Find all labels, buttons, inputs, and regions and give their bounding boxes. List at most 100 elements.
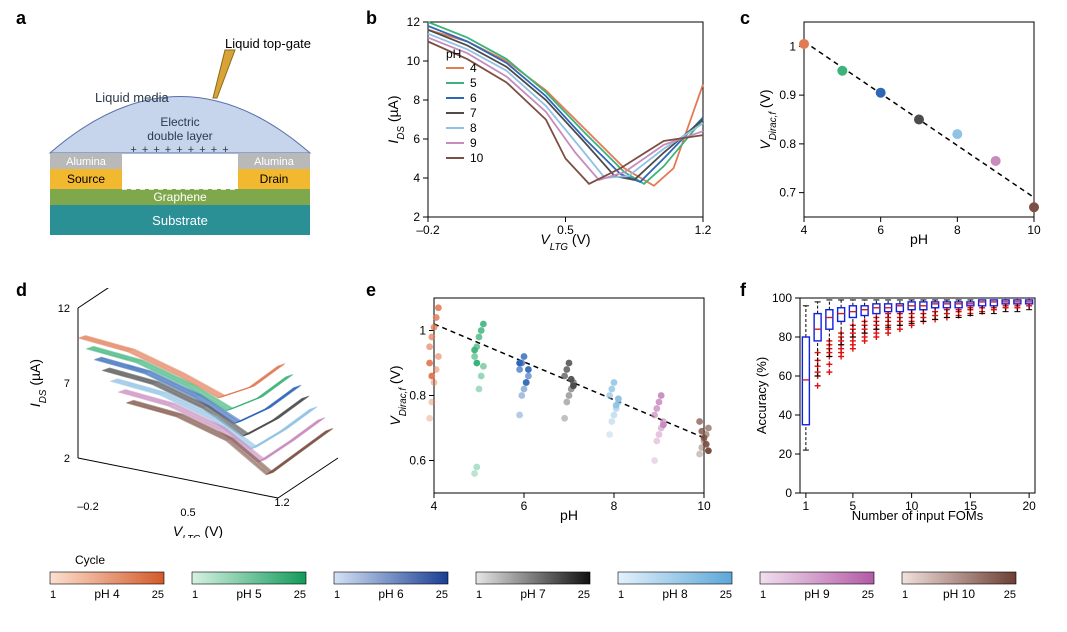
svg-text:8: 8 xyxy=(954,223,961,237)
svg-text:6: 6 xyxy=(413,132,420,146)
svg-text:Alumina: Alumina xyxy=(254,156,295,168)
svg-text:IDS (µA): IDS (µA) xyxy=(27,359,49,407)
svg-text:0.7: 0.7 xyxy=(779,186,796,200)
svg-text:25: 25 xyxy=(152,589,164,601)
svg-text:7: 7 xyxy=(470,106,477,120)
panel-c-chart: 4 6 8 10 0.7 0.8 0.9 1 pH VDirac,f (V) xyxy=(750,12,1050,262)
svg-text:10: 10 xyxy=(697,499,711,513)
svg-text:9: 9 xyxy=(470,136,477,150)
svg-text:pH 5: pH 5 xyxy=(236,587,262,601)
svg-text:25: 25 xyxy=(1004,589,1016,601)
svg-text:8: 8 xyxy=(611,499,618,513)
svg-text:0.9: 0.9 xyxy=(779,88,796,102)
svg-text:0.8: 0.8 xyxy=(409,389,426,403)
svg-text:Accuracy (%): Accuracy (%) xyxy=(754,357,769,434)
svg-text:5: 5 xyxy=(470,76,477,90)
panel-label-a: a xyxy=(16,8,26,29)
svg-text:1: 1 xyxy=(760,589,766,601)
svg-text:pH: pH xyxy=(560,507,578,523)
svg-text:Liquid top-gate: Liquid top-gate xyxy=(225,36,311,51)
svg-text:12: 12 xyxy=(407,15,421,29)
svg-text:60: 60 xyxy=(779,369,793,383)
svg-text:pH: pH xyxy=(910,231,928,247)
svg-text:1: 1 xyxy=(50,589,56,601)
svg-text:Cycle: Cycle xyxy=(75,553,105,567)
svg-text:8: 8 xyxy=(413,93,420,107)
svg-text:1: 1 xyxy=(476,589,482,601)
svg-text:pH 9: pH 9 xyxy=(804,587,830,601)
svg-text:0.6: 0.6 xyxy=(409,454,426,468)
svg-text:4: 4 xyxy=(413,171,420,185)
svg-text:VDirac,f (V): VDirac,f (V) xyxy=(757,89,779,149)
svg-text:10: 10 xyxy=(407,54,421,68)
svg-text:Alumina: Alumina xyxy=(66,156,107,168)
svg-text:8: 8 xyxy=(470,121,477,135)
svg-text:Graphene: Graphene xyxy=(153,190,207,204)
svg-text:25: 25 xyxy=(720,589,732,601)
panel-a-diagram: Liquid media Liquid top-gate Electricdoubl… xyxy=(20,30,340,240)
svg-text:25: 25 xyxy=(436,589,448,601)
panel-b-chart: –0.20.51.224681012pH45678910VLTG (V)IDS … xyxy=(380,12,720,262)
svg-text:1.2: 1.2 xyxy=(695,223,712,237)
svg-text:2: 2 xyxy=(64,453,70,465)
panel-e-chart: 4 6 8 10 0.6 0.8 1 pH VDirac,f (V) xyxy=(380,288,720,538)
panel-label-e: e xyxy=(366,280,376,301)
panel-label-f: f xyxy=(740,280,746,301)
svg-text:pH 10: pH 10 xyxy=(943,587,975,601)
svg-text:–0.2: –0.2 xyxy=(77,501,98,513)
svg-text:double layer: double layer xyxy=(147,129,212,143)
svg-text:Number of input FOMs: Number of input FOMs xyxy=(852,508,984,523)
svg-text:20: 20 xyxy=(779,447,793,461)
svg-text:pH 8: pH 8 xyxy=(662,587,688,601)
svg-text:1: 1 xyxy=(803,499,810,513)
svg-text:12: 12 xyxy=(58,303,70,315)
svg-text:4: 4 xyxy=(431,499,438,513)
svg-text:Drain: Drain xyxy=(260,172,289,186)
svg-text:1: 1 xyxy=(192,589,198,601)
svg-text:+ + + + + + + + +: + + + + + + + + + xyxy=(130,144,229,156)
svg-text:IDS (µA): IDS (µA) xyxy=(385,95,407,143)
figure-root: { "panel_labels": { "a":"a","b":"b","c":… xyxy=(0,0,1067,632)
svg-text:VDirac,f (V): VDirac,f (V) xyxy=(387,365,409,425)
panel-d-chart: 12 7 2 –0.2 0.5 1.2 VLTG (V) IDS (µA) xyxy=(18,288,348,538)
svg-text:25: 25 xyxy=(862,589,874,601)
svg-text:25: 25 xyxy=(294,589,306,601)
svg-text:25: 25 xyxy=(578,589,590,601)
svg-text:100: 100 xyxy=(772,291,792,305)
svg-text:VLTG (V): VLTG (V) xyxy=(173,523,223,538)
svg-text:Substrate: Substrate xyxy=(152,213,208,228)
svg-text:6: 6 xyxy=(521,499,528,513)
svg-text:Electric: Electric xyxy=(160,115,199,129)
panel-label-c: c xyxy=(740,8,750,29)
svg-text:7: 7 xyxy=(64,378,70,390)
svg-text:1: 1 xyxy=(902,589,908,601)
svg-text:1: 1 xyxy=(618,589,624,601)
svg-text:4: 4 xyxy=(470,61,477,75)
svg-text:0: 0 xyxy=(785,486,792,500)
svg-text:pH 4: pH 4 xyxy=(94,587,120,601)
svg-text:1: 1 xyxy=(334,589,340,601)
cycle-colorbars: Cycle 1 25 pH 4 1 25 pH 5 1 25 pH 6 1 25 pH 7 1 25 pH 8… xyxy=(30,552,1050,622)
svg-text:2: 2 xyxy=(413,210,420,224)
svg-text:10: 10 xyxy=(470,151,484,165)
svg-text:80: 80 xyxy=(779,330,793,344)
svg-text:20: 20 xyxy=(1022,499,1036,513)
svg-text:6: 6 xyxy=(470,91,477,105)
svg-text:–0.2: –0.2 xyxy=(416,223,440,237)
svg-text:6: 6 xyxy=(877,223,884,237)
svg-text:1.2: 1.2 xyxy=(274,497,289,509)
svg-text:4: 4 xyxy=(801,223,808,237)
panel-f-chart: 15101520020406080100Number of input FOMs… xyxy=(750,288,1050,538)
svg-text:Source: Source xyxy=(67,172,105,186)
svg-text:0.8: 0.8 xyxy=(779,137,796,151)
svg-text:0.5: 0.5 xyxy=(180,507,195,519)
svg-text:pH 6: pH 6 xyxy=(378,587,404,601)
svg-text:Liquid media: Liquid media xyxy=(95,90,169,105)
svg-text:1: 1 xyxy=(789,39,796,53)
svg-text:1: 1 xyxy=(419,324,426,338)
svg-text:40: 40 xyxy=(779,408,793,422)
svg-text:pH 7: pH 7 xyxy=(520,587,546,601)
svg-text:10: 10 xyxy=(1027,223,1041,237)
svg-text:pH: pH xyxy=(446,47,461,61)
panel-label-b: b xyxy=(366,8,377,29)
